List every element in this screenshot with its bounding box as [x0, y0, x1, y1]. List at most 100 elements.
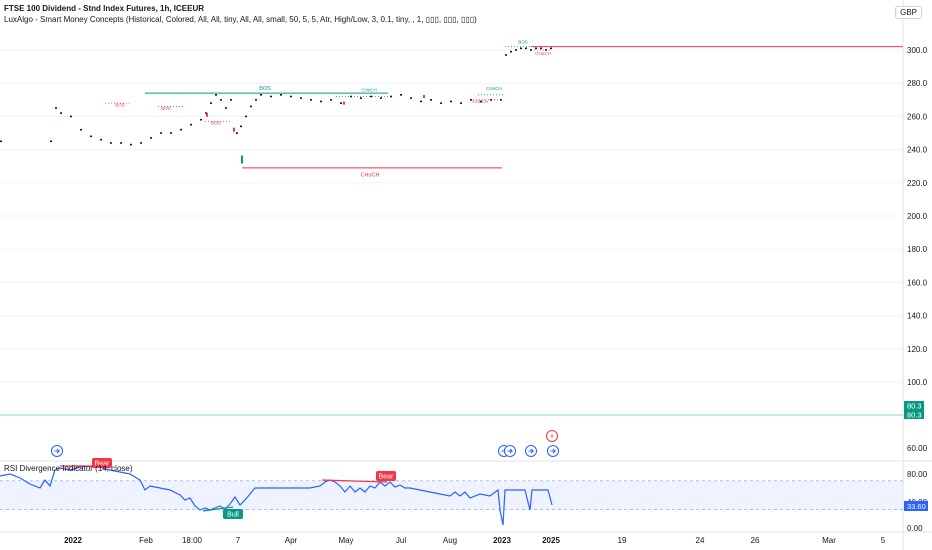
- indicator-legend[interactable]: LuxAlgo - Smart Money Concepts (Historic…: [4, 15, 477, 24]
- price-bar: [215, 94, 217, 96]
- price-bar: [210, 102, 212, 104]
- price-bar: [130, 143, 132, 146]
- time-axis-label: Feb: [139, 536, 153, 545]
- rsi-axis-label: 60.00: [907, 444, 928, 453]
- price-bar: [400, 94, 402, 96]
- time-axis[interactable]: 2022 Feb 18:00 7 Apr May Jul Aug 2023 2025 19 24 26 M…: [64, 536, 886, 545]
- price-bar: [340, 102, 342, 104]
- price-axis-label: 100.0: [907, 378, 928, 387]
- price-bar: [510, 50, 512, 53]
- price-bar: [150, 137, 152, 139]
- chart-title: FTSE 100 Dividend - Stnd Index Futures, …: [4, 4, 205, 13]
- price-bar: [505, 54, 507, 56]
- price-axis-label: 220.0: [907, 179, 928, 188]
- time-axis-label: 19: [618, 536, 627, 545]
- icon-arrow: [507, 448, 513, 454]
- forward-arrow-icon[interactable]: [547, 445, 559, 457]
- price-bar: [180, 128, 182, 131]
- structure-label: BOS: [115, 102, 125, 107]
- price-bar: [245, 115, 247, 118]
- price-axis-label: 120.0: [907, 345, 928, 354]
- candle: [423, 94, 425, 98]
- price-bar: [50, 140, 52, 143]
- price-axis-label: 140.0: [907, 312, 928, 321]
- price-bar: [80, 128, 82, 131]
- price-axis[interactable]: 300.0 280.0 260.0 240.0 220.0 200.0 180.0 160.0…: [904, 46, 928, 420]
- price-bar: [370, 95, 372, 98]
- structure-label: BOS: [211, 121, 221, 126]
- price-bar: [300, 97, 302, 99]
- price-bar: [550, 47, 552, 50]
- price-bar: [120, 142, 122, 144]
- price-bar: [320, 100, 322, 103]
- bull-divergence-line: [202, 506, 234, 512]
- divergence-label: Bull: [227, 512, 239, 519]
- price-bar: [280, 94, 282, 96]
- divergence-label: Bear: [379, 474, 394, 481]
- rsi-line: [0, 465, 553, 526]
- price-bar: [290, 95, 292, 98]
- structure-label: BOS: [259, 86, 271, 92]
- forward-arrow-icon[interactable]: [525, 445, 537, 457]
- price-bar: [310, 99, 312, 101]
- price-bar: [410, 97, 412, 99]
- price-bar: [260, 94, 262, 96]
- price-bar: [100, 138, 102, 141]
- last-price-badge: [904, 410, 924, 419]
- price-bar: [545, 49, 547, 51]
- lightning-icon[interactable]: [546, 430, 558, 442]
- time-axis-label: 18:00: [182, 536, 203, 545]
- rsi-value-badge: [904, 501, 928, 511]
- rsi-legend[interactable]: RSI Divergence Indicator (14, close): [4, 464, 133, 473]
- smc-structures: BOSCHoCHBOSBOSBOSCHoCHCHoCHCHoCHBOSCHoCH: [105, 39, 903, 179]
- price-bar: [255, 99, 257, 101]
- time-axis-label: 2022: [64, 536, 82, 545]
- price-bar: [525, 47, 527, 50]
- price-bar: [110, 142, 112, 144]
- currency-label[interactable]: GBP: [895, 6, 922, 19]
- price-bar: [60, 112, 62, 114]
- structure-label: BOS: [518, 39, 528, 44]
- price-bar: [390, 95, 392, 98]
- event-icons[interactable]: [51, 430, 559, 457]
- divergence-badge: [92, 458, 112, 468]
- last-price-value: 80.3: [907, 411, 922, 420]
- price-axis-label: 200.0: [907, 212, 928, 221]
- price-bar: [55, 107, 57, 109]
- price-bar: [480, 100, 482, 103]
- price-series: [0, 47, 903, 416]
- time-axis-label: 24: [696, 536, 705, 545]
- price-axis-label: 280.0: [907, 79, 928, 88]
- candle: [241, 155, 243, 164]
- price-axis-label: 300.0: [907, 46, 928, 55]
- icon-arrow: [550, 448, 556, 454]
- price-bar: [350, 95, 352, 98]
- price-bar: [450, 100, 452, 103]
- price-bar: [520, 47, 522, 50]
- structure-label: CHoCH: [361, 173, 380, 179]
- last-price-value: 80.3: [907, 402, 922, 411]
- price-bar: [190, 123, 192, 126]
- forward-arrow-icon[interactable]: [504, 445, 516, 457]
- time-axis-label: Mar: [822, 536, 836, 545]
- time-axis-label: Apr: [285, 536, 298, 545]
- forward-arrow-icon[interactable]: [51, 445, 63, 457]
- price-bar: [535, 47, 537, 50]
- structure-label: CHoCH: [361, 88, 377, 93]
- icon-arrow: [528, 448, 534, 454]
- price-bar: [270, 95, 272, 98]
- rsi-axis-label: 80.00: [907, 470, 928, 479]
- price-bar: [0, 140, 2, 143]
- price-bar: [380, 97, 382, 99]
- price-bar: [90, 135, 92, 138]
- price-bar: [236, 132, 238, 134]
- time-axis-label: 26: [751, 536, 760, 545]
- last-price-badge: [904, 401, 924, 410]
- time-axis-label: May: [338, 536, 353, 545]
- time-axis-label: 7: [236, 536, 241, 545]
- price-bar: [420, 100, 422, 103]
- candle: [206, 112, 208, 117]
